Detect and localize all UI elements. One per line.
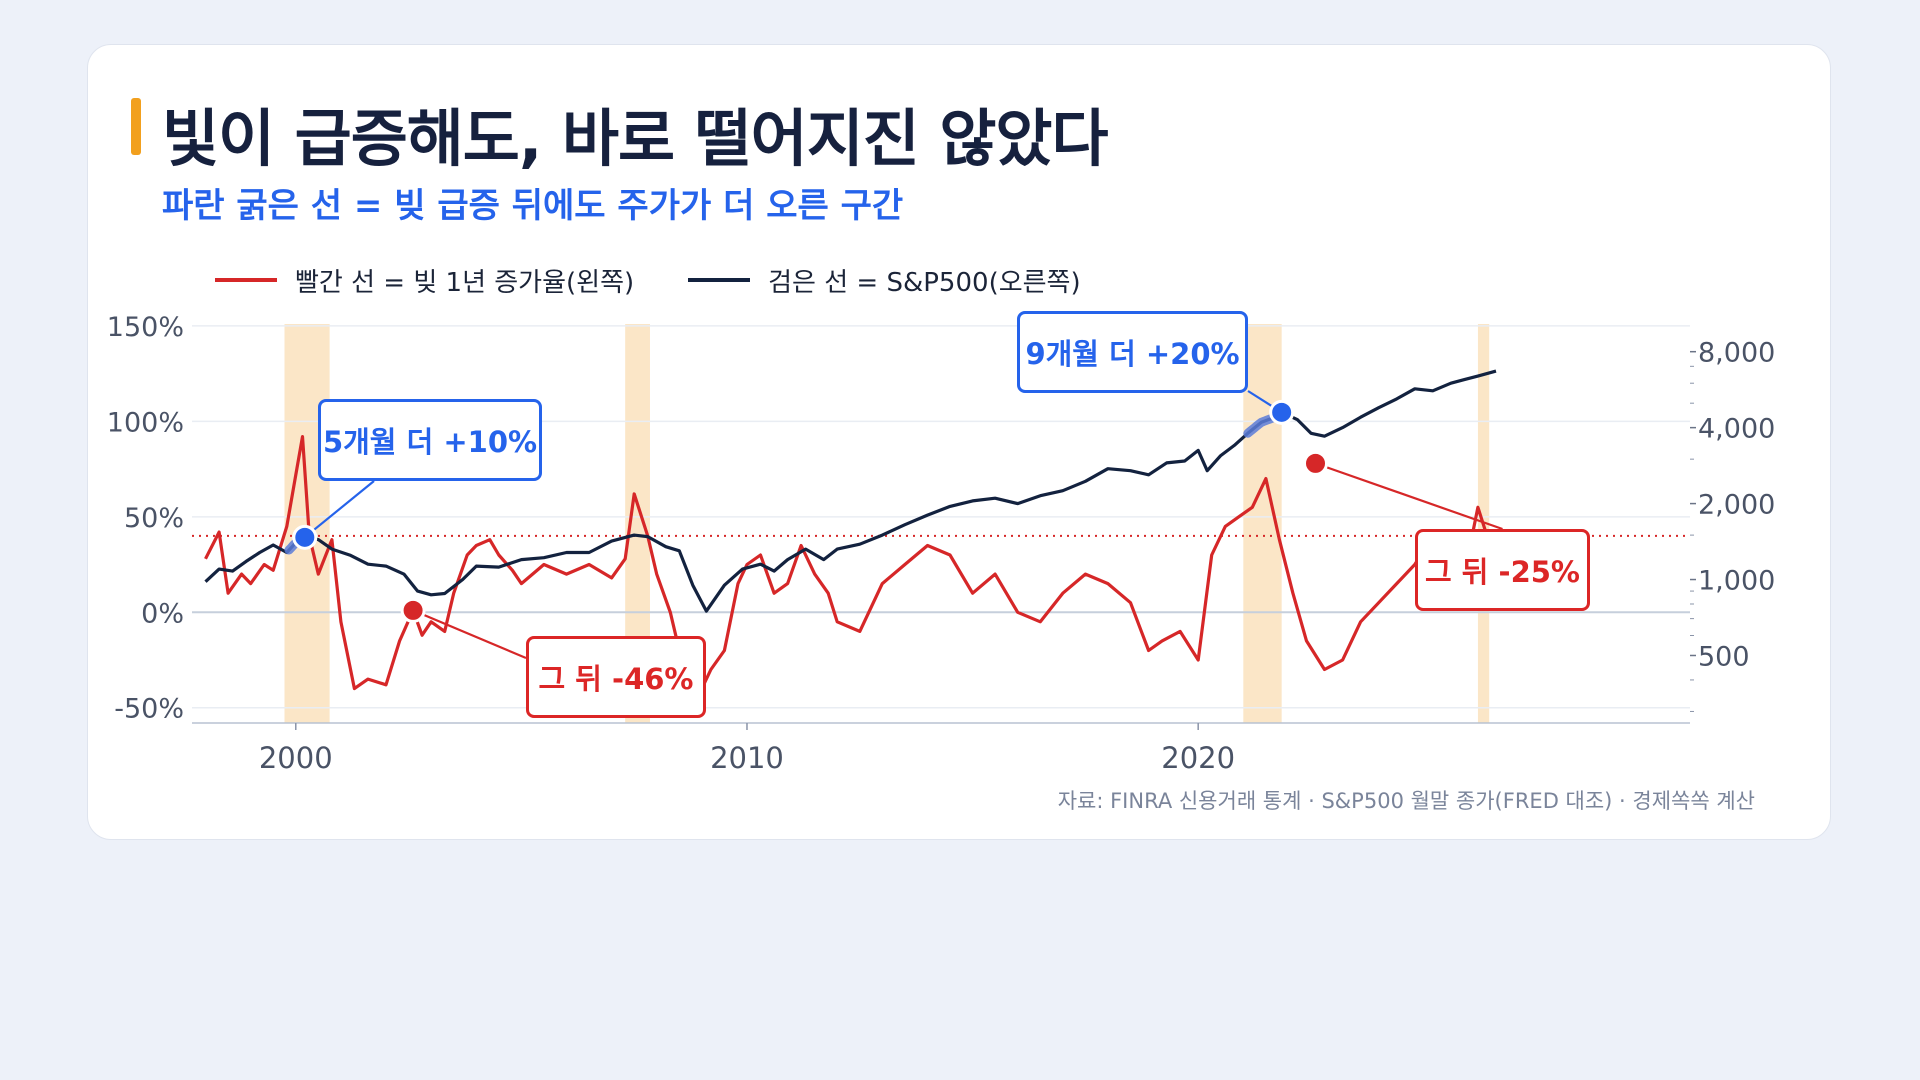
y-left-tick-label: 0% bbox=[141, 598, 184, 629]
y-right-tick-label: 1,000 bbox=[1698, 566, 1775, 597]
markers bbox=[292, 399, 1328, 623]
callout-line bbox=[412, 609, 527, 660]
y-right-tick-label: 8,000 bbox=[1698, 338, 1775, 369]
x-tick-label: 2010 bbox=[710, 741, 784, 775]
y-left-tick-label: 100% bbox=[107, 407, 184, 438]
y-right-tick-label: 500 bbox=[1698, 641, 1750, 672]
marker-dot bbox=[1269, 399, 1295, 425]
legend-item-red: 빨간 선 = 빚 1년 증가율(왼쪽) bbox=[215, 262, 634, 299]
chart-subtitle: 파란 굵은 선 = 빚 급증 뒤에도 주가가 더 오른 구간 bbox=[162, 186, 904, 226]
marker-dot bbox=[400, 597, 426, 623]
callout-line bbox=[1315, 462, 1503, 531]
legend-label-red: 빨간 선 = 빚 1년 증가율(왼쪽) bbox=[295, 267, 635, 298]
legend-swatch-red bbox=[215, 278, 277, 282]
x-tick-label: 2020 bbox=[1161, 741, 1235, 775]
y-left-tick-label: -50% bbox=[114, 694, 184, 725]
gridlines bbox=[192, 325, 1690, 709]
chart-title: 빛이 급증해도, 바로 떨어지진 않았다 bbox=[162, 102, 1108, 175]
marker-dot bbox=[292, 524, 318, 550]
title-accent-bar bbox=[131, 98, 141, 155]
legend-swatch-black bbox=[688, 278, 751, 282]
y-right-tick-label: 2,000 bbox=[1698, 490, 1775, 521]
annotation-box: 5개월 더 +10% bbox=[318, 399, 542, 481]
callout-line bbox=[304, 480, 375, 539]
legend-label-black: 검은 선 = S&P500(오른쪽) bbox=[768, 267, 1081, 298]
y-left-tick-label: 50% bbox=[124, 503, 184, 534]
annotation-box: 그 뒤 -46% bbox=[526, 636, 706, 718]
y-left-tick-label: 150% bbox=[107, 312, 184, 343]
x-tick-label: 2000 bbox=[259, 741, 333, 775]
marker-dot bbox=[1303, 450, 1328, 476]
legend: 빨간 선 = 빚 1년 증가율(왼쪽) 검은 선 = S&P500(오른쪽) bbox=[215, 260, 1135, 300]
legend-item-black: 검은 선 = S&P500(오른쪽) bbox=[688, 262, 1081, 299]
y-right-tick-label: 4,000 bbox=[1698, 414, 1775, 445]
source-note: 자료: FINRA 신용거래 통계 · S&P500 월말 종가(FRED 대조… bbox=[1057, 789, 1755, 813]
callout-connectors bbox=[304, 390, 1503, 660]
annotation-box: 9개월 더 +20% bbox=[1017, 311, 1248, 393]
debt-growth-line bbox=[204, 435, 1497, 700]
shaded-periods bbox=[284, 324, 1490, 723]
annotation-box: 그 뒤 -25% bbox=[1415, 529, 1590, 611]
axes: 150% 100% 50% 0% -50% 2000 2010 2020 8,000 4,000 2… bbox=[107, 312, 1776, 775]
